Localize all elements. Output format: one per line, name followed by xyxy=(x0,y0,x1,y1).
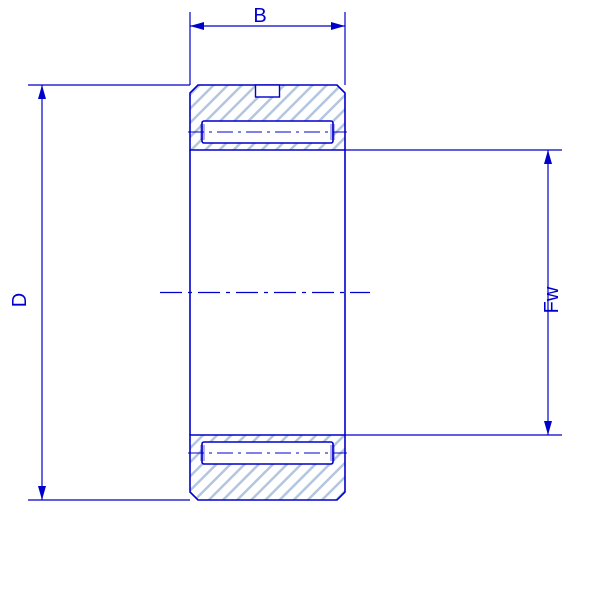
dim-label-d: D xyxy=(9,293,31,307)
arrowhead xyxy=(190,22,204,30)
roller-end xyxy=(330,124,335,140)
arrowhead xyxy=(544,150,552,164)
dim-label-fw: Fw xyxy=(541,286,563,313)
arrowhead xyxy=(331,22,345,30)
arrowhead xyxy=(38,486,46,500)
roller-end xyxy=(200,124,205,140)
retaining-notch xyxy=(256,85,280,97)
roller-end xyxy=(330,445,335,461)
arrowhead xyxy=(38,85,46,99)
dim-label-b: B xyxy=(253,5,266,27)
arrowhead xyxy=(544,421,552,435)
roller-end xyxy=(200,445,205,461)
